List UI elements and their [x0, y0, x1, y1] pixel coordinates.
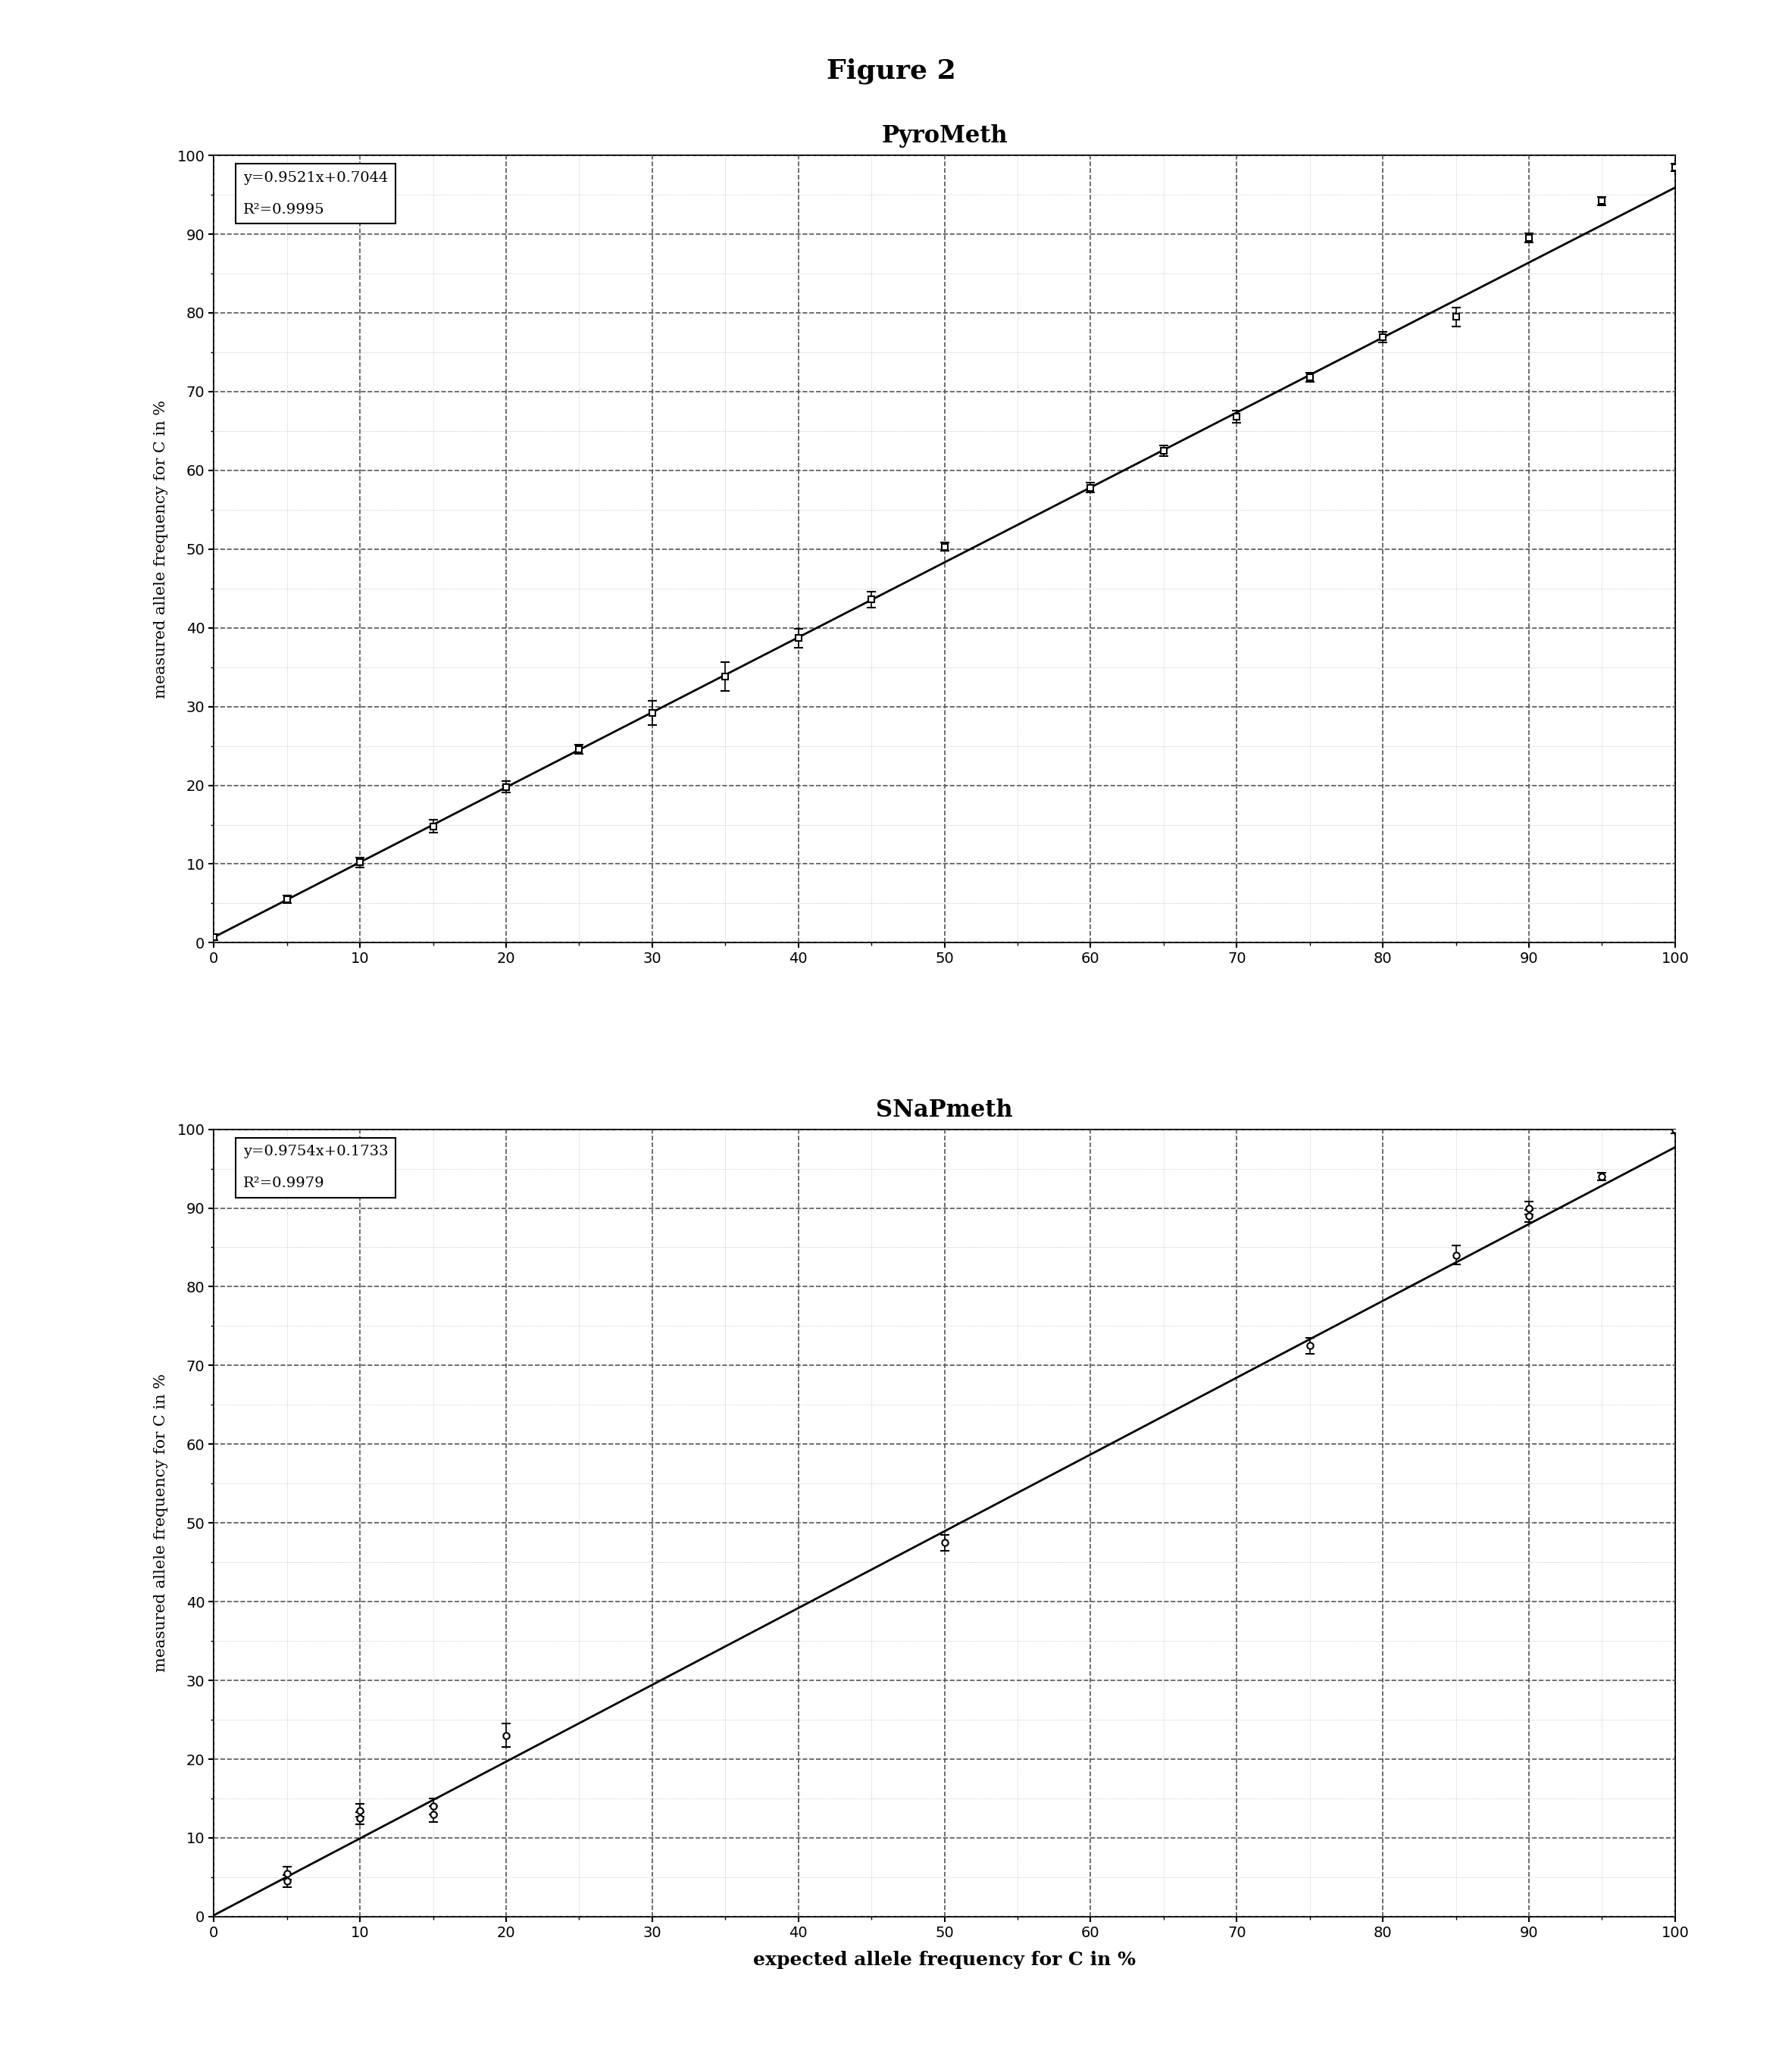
Title: PyroMeth: PyroMeth	[882, 124, 1007, 147]
Title: SNaPmeth: SNaPmeth	[877, 1098, 1012, 1121]
X-axis label: expected allele frequency for C in %: expected allele frequency for C in %	[754, 1950, 1135, 1968]
Y-axis label: measured allele frequency for C in %: measured allele frequency for C in %	[155, 1374, 169, 1672]
Text: y=0.9521x+0.7044

R²=0.9995: y=0.9521x+0.7044 R²=0.9995	[242, 172, 388, 215]
Text: Figure 2: Figure 2	[827, 58, 955, 85]
Text: y=0.9754x+0.1733

R²=0.9979: y=0.9754x+0.1733 R²=0.9979	[242, 1146, 388, 1189]
Y-axis label: measured allele frequency for C in %: measured allele frequency for C in %	[155, 400, 169, 698]
